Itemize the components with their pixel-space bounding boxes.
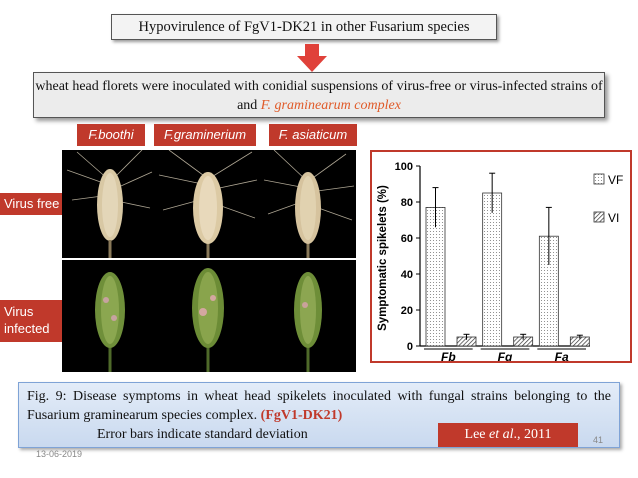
reference-etal: et al: [489, 427, 514, 442]
y-tick-label: 60: [401, 233, 413, 245]
x-tick-label: Fa: [555, 350, 569, 361]
caption-error-note: Error bars indicate standard deviation: [97, 427, 308, 442]
reference-author: Lee: [464, 427, 489, 442]
legend-label-vi: VI: [608, 211, 619, 225]
caption-text: Fig. 9: Disease symptoms in wheat head s…: [27, 389, 611, 423]
slide-title: Hypovirulence of FgV1-DK21 in other Fusa…: [111, 14, 497, 40]
wheat-head-green-image: [95, 272, 125, 372]
photo-fa-virus-free: [260, 150, 356, 258]
row-label-virus-infected-line2: infected: [4, 321, 50, 336]
row-label-virus-free: Virus free: [0, 193, 73, 215]
y-tick-label: 80: [401, 197, 413, 209]
y-tick-label: 100: [395, 161, 413, 173]
photo-fb-virus-infected: [62, 260, 157, 372]
wheat-head-pale-image: [66, 150, 153, 258]
wheat-head-green-image: [192, 268, 224, 372]
row-label-virus-infected-line1: Virus: [4, 304, 34, 319]
caption-highlight: (FgV1-DK21): [260, 408, 343, 423]
wheat-head-pale-image: [263, 150, 355, 258]
down-arrow-icon: [297, 44, 327, 72]
y-tick-label: 0: [407, 341, 413, 353]
bar-vf-fg: [482, 192, 503, 347]
slide-date: 13-06-2019: [36, 449, 83, 459]
symptomatic-spikelets-chart: 0 20 40 60 80 100 Fb Fg Fa VF VI Symptomatic spi…: [377, 161, 623, 364]
species-tag-f-asiaticum: F. asiaticum: [269, 124, 357, 146]
wheat-head-pale-image: [158, 150, 258, 258]
row-label-virus-infected: Virus infected: [0, 300, 66, 342]
photo-fb-virus-free: [62, 150, 157, 258]
legend-swatch-vf: [593, 173, 605, 185]
chart-frame: 0 20 40 60 80 100 Fb Fg Fa VF VI Symptomatic spi…: [370, 150, 632, 364]
page-number: 41: [593, 435, 604, 445]
legend-label-vf: VF: [608, 173, 623, 187]
y-tick-label: 40: [401, 269, 413, 281]
x-tick-label: Fb: [441, 350, 456, 361]
x-tick-label: Fg: [498, 350, 513, 361]
inoculation-description: wheat head florets were inoculated with …: [33, 72, 605, 118]
figure-caption: Fig. 9: Disease symptoms in wheat head s…: [18, 382, 620, 448]
species-tag-f-boothi: F.boothi: [77, 124, 145, 146]
inoculation-text: wheat head florets were inoculated with …: [35, 79, 603, 113]
reference-year: ., 2011: [513, 427, 552, 442]
photo-fg-virus-free: [157, 150, 260, 258]
species-tag-f-graminerium: F.graminerium: [154, 124, 256, 146]
legend-swatch-vi: [593, 211, 605, 223]
reference-label: Lee et al., 2011: [438, 423, 578, 447]
photo-fa-virus-infected: [260, 260, 356, 372]
bar-vf-fb: [425, 207, 446, 347]
y-axis-label: Symptomatic spikelets (%): [377, 185, 389, 331]
wheat-head-green-image: [294, 272, 322, 372]
inoculation-species: F. graminearum complex: [260, 98, 401, 113]
y-tick-label: 20: [401, 305, 413, 317]
photo-fg-virus-infected: [157, 260, 260, 372]
